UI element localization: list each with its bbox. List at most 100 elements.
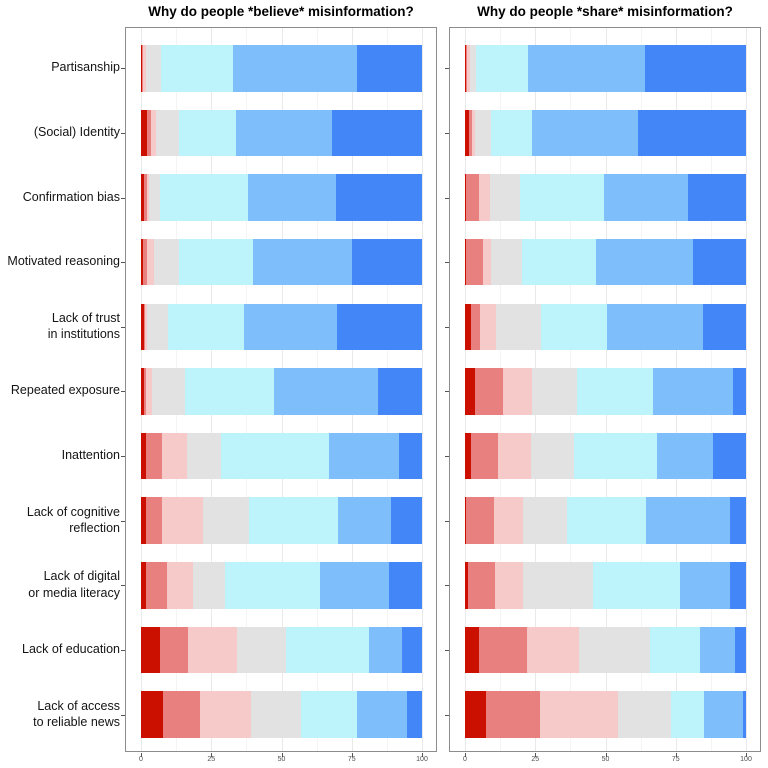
bar-segment-light-cyan (185, 368, 274, 415)
bar-row (141, 238, 422, 286)
bar-segment-light-cyan (670, 691, 705, 738)
bar-segment-dark-red (465, 174, 466, 221)
bar-row (141, 691, 422, 738)
bar-segment-light-cyan (476, 45, 529, 92)
bar-segment-blue (388, 562, 422, 609)
bar-segment-dark-red (465, 432, 471, 480)
y-axis-tick (445, 585, 449, 587)
bar-segment-pink (161, 497, 203, 544)
bar-segment-red (142, 45, 143, 92)
bar-row (141, 303, 422, 351)
x-tick-label: 25 (531, 756, 540, 763)
bar-segment-red (142, 238, 147, 286)
bar-row (465, 174, 746, 221)
bar-segment-light-cyan (301, 691, 357, 738)
bar-segment-blue (733, 368, 746, 415)
x-tick-label: 50 (601, 756, 610, 763)
category-label: Lack of cognitive reflection (26, 504, 120, 535)
bar-segment-light-cyan (161, 45, 234, 92)
x-axis-tick (605, 753, 607, 757)
bar-segment-sky-blue (607, 303, 703, 351)
bar-segment-pink (151, 109, 157, 157)
bar-segment-sky-blue (273, 368, 378, 415)
bar-segment-pink (480, 303, 496, 351)
x-axis-tick (465, 753, 466, 757)
bar-segment-sky-blue (532, 109, 638, 157)
bar-segment-sky-blue (653, 368, 734, 415)
x-axis-tick (675, 753, 677, 757)
bar-segment-red (466, 45, 467, 92)
y-axis-tick (445, 132, 449, 134)
panel-share: 0 25 50 75 100 (445, 27, 761, 763)
bar-segment-gray (251, 691, 302, 738)
bar-row (465, 368, 746, 415)
bar-segment-red (145, 497, 162, 544)
bar-segment-blue (735, 626, 746, 674)
bar-segment-gray (523, 497, 567, 544)
category-label: Lack of access to reliable news (33, 698, 120, 729)
category-label: Lack of education (22, 641, 120, 656)
category-label: Repeated exposure (10, 383, 120, 398)
y-axis-tick (445, 520, 449, 522)
y-axis-tick (445, 68, 449, 70)
bar-segment-light-cyan (592, 562, 681, 609)
bar-segment-gray (202, 497, 249, 544)
bar-segment-sky-blue (236, 109, 333, 157)
x-tick-label: 0 (463, 756, 467, 763)
bar-segment-red (474, 368, 503, 415)
bar-segment-pink (539, 691, 619, 738)
bar-segment-pink (498, 432, 532, 480)
bar-segment-red (144, 368, 147, 415)
bar-segment-light-cyan (522, 238, 597, 286)
bar-segment-light-cyan (566, 497, 646, 544)
bar-segment-gray (579, 626, 650, 674)
y-axis-tick (445, 262, 449, 264)
category-label: Lack of trust in institutions (47, 310, 120, 341)
bar-segment-gray (618, 691, 671, 738)
bar-segment-dark-red (141, 238, 143, 286)
category-label: Lack of digital or media literacy (28, 569, 120, 600)
category-label: Confirmation bias (22, 189, 120, 204)
bar-segment-light-cyan (248, 497, 338, 544)
bar-segment-dark-red (465, 562, 469, 609)
bar-segment-sky-blue (700, 626, 736, 674)
bar-segment-light-cyan (179, 109, 237, 157)
bar-segment-pink (502, 368, 533, 415)
y-axis-tick (121, 391, 125, 393)
bar-segment-blue (357, 45, 422, 92)
bar-segment-blue (407, 691, 422, 738)
bar-row (141, 174, 422, 221)
bar-segment-gray (532, 368, 578, 415)
bar-row (465, 562, 746, 609)
bar-segment-sky-blue (645, 497, 730, 544)
bar-segment-gray (146, 45, 162, 92)
bar-segment-light-cyan (168, 303, 245, 351)
bar-segment-dark-red (141, 45, 143, 92)
bar-segment-blue (702, 303, 746, 351)
bar-segment-dark-red (465, 497, 467, 544)
bar-segment-gray (151, 368, 186, 415)
bar-row (141, 562, 422, 609)
bar-segment-pink (482, 238, 492, 286)
x-axis-tick (422, 753, 423, 757)
bar-row (465, 497, 746, 544)
bar-segment-red (465, 174, 480, 221)
y-axis-tick (445, 326, 449, 328)
bar-segment-sky-blue (680, 562, 730, 609)
y-axis-tick (121, 650, 125, 651)
bar-row (141, 626, 422, 674)
bar-segment-red (144, 174, 147, 221)
x-tick-label: 50 (277, 756, 286, 763)
x-axis-tick (281, 753, 283, 757)
bar-segment-light-cyan (490, 109, 533, 157)
x-tick-label: 100 (740, 756, 752, 763)
bar-segment-sky-blue (328, 432, 400, 480)
bar-segment-pink (145, 303, 147, 351)
bar-segment-light-cyan (179, 238, 253, 286)
bar-segment-dark-red (141, 303, 144, 351)
bar-segment-light-cyan (649, 626, 701, 674)
category-label: (Social) Identity (33, 124, 120, 139)
bar-segment-light-cyan (286, 626, 370, 674)
bar-segment-sky-blue (704, 691, 744, 738)
bar-row (141, 497, 422, 544)
